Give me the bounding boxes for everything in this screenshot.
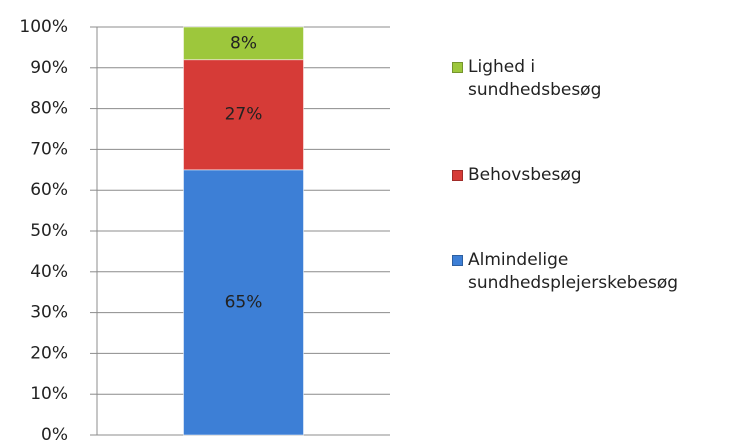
legend-item: Almindelige sundhedsplejerskebesøg <box>452 249 752 295</box>
y-tick-label: 40% <box>30 262 68 282</box>
legend-label: Behovsbesøg <box>468 165 582 185</box>
legend: Lighed i sundhedsbesøg Behovsbesøg Alminde… <box>452 56 752 295</box>
y-tick-label: 90% <box>30 58 68 78</box>
legend-swatch <box>452 62 463 73</box>
y-tick-label: 0% <box>41 425 68 445</box>
data-label: 8% <box>230 33 257 53</box>
data-label: 65% <box>225 292 263 312</box>
data-label: 27% <box>225 105 263 125</box>
legend-item: Lighed i sundhedsbesøg <box>452 56 752 102</box>
y-tick-label: 30% <box>30 303 68 323</box>
legend-label: Lighed i sundhedsbesøg <box>468 57 602 100</box>
y-tick-label: 70% <box>30 139 68 159</box>
y-tick-label: 100% <box>19 17 68 37</box>
y-tick-label: 60% <box>30 180 68 200</box>
legend-label: Almindelige sundhedsplejerskebesøg <box>468 250 679 293</box>
bar-segment <box>183 26 304 61</box>
legend-item: Behovsbesøg <box>452 164 752 187</box>
legend-swatch <box>452 170 463 181</box>
bar-segment <box>183 169 304 436</box>
y-tick-label: 10% <box>30 384 68 404</box>
bar-segment <box>183 59 304 171</box>
y-tick-label: 50% <box>30 221 68 241</box>
y-tick-label: 80% <box>30 99 68 119</box>
legend-swatch <box>452 255 463 266</box>
y-tick-label: 20% <box>30 343 68 363</box>
